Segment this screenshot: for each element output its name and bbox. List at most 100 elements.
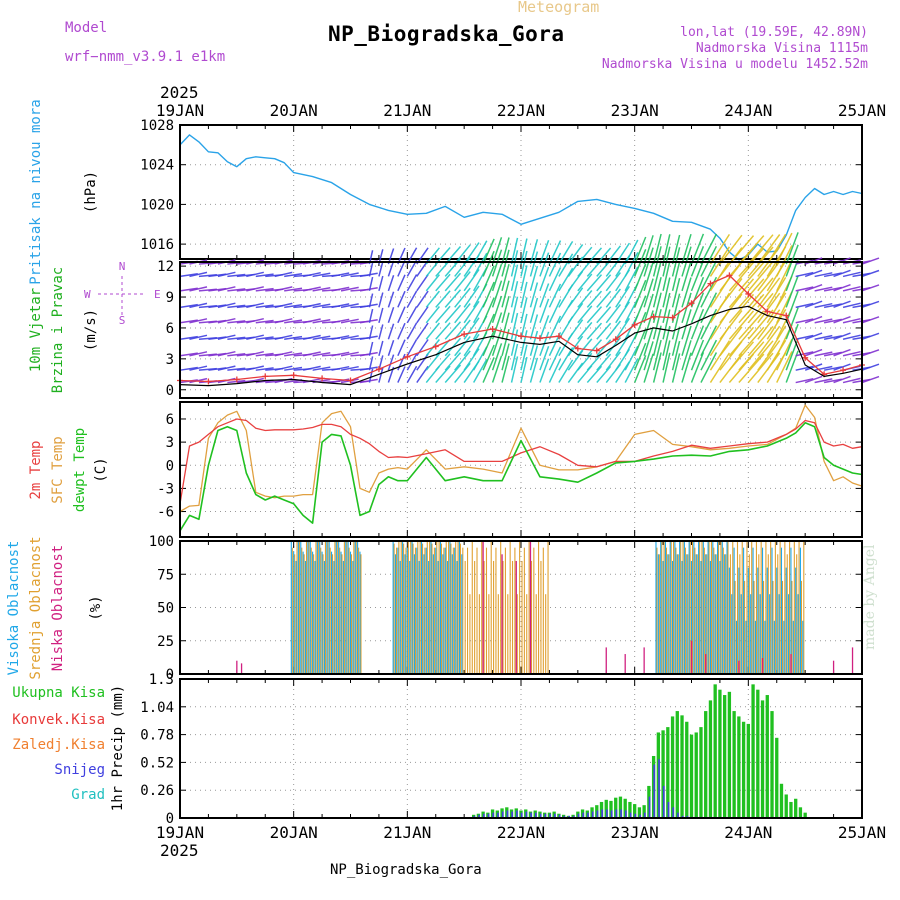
- wind-gust-marker: [262, 373, 269, 380]
- wind-barb: [501, 249, 510, 277]
- precip-legend-1: Konvek.Kisa: [12, 712, 105, 728]
- wind-barb: [539, 239, 550, 265]
- wind-barb: [833, 257, 851, 265]
- wind-barb: [179, 366, 198, 371]
- temp-unit-label: (C): [93, 457, 109, 482]
- wind-barb: [189, 351, 208, 357]
- precip-snow-bar: [601, 809, 604, 818]
- wind-barb: [785, 275, 799, 308]
- precip-snow-bar: [563, 815, 566, 818]
- wind-barb: [274, 334, 293, 341]
- wind-barb: [510, 264, 519, 292]
- precip-total-bar: [756, 689, 760, 818]
- wind-barb: [776, 259, 793, 292]
- precip-total-bar: [694, 732, 698, 818]
- wind-barb: [463, 242, 480, 265]
- wind-barb: [284, 303, 303, 309]
- precip-total-bar: [642, 805, 646, 818]
- wind-barb: [340, 272, 359, 278]
- precip-total-bar: [609, 800, 613, 818]
- wind-barb: [652, 325, 662, 356]
- wind-barb: [833, 375, 851, 384]
- wind-barb: [425, 274, 440, 292]
- wind-barb: [719, 310, 743, 340]
- precip-snow-bar: [648, 796, 651, 818]
- wind-barb: [529, 314, 539, 340]
- wind-barb: [757, 292, 781, 324]
- wind-barb: [359, 378, 378, 384]
- wind-barb: [378, 292, 384, 308]
- wind-barb: [302, 318, 321, 324]
- wind-barb: [776, 338, 793, 371]
- wind-barb: [274, 271, 293, 278]
- precip-snow-bar: [492, 812, 495, 818]
- precip-total-bar: [666, 727, 670, 818]
- precip-total-bar: [741, 721, 746, 818]
- wind-barb: [738, 353, 765, 384]
- y-tick-label: 0: [166, 811, 174, 827]
- wind-barb: [255, 352, 274, 357]
- wind-barb: [406, 365, 418, 383]
- wind-barb: [795, 302, 814, 309]
- wind-barb: [633, 295, 647, 324]
- wind-barb: [179, 352, 198, 357]
- wind-gust-marker: [489, 325, 496, 332]
- wind-barb: [861, 332, 880, 340]
- wind-barb: [416, 322, 429, 340]
- sfc-temp-line: [179, 404, 863, 513]
- wind-barb: [662, 260, 671, 292]
- wind-barb: [491, 355, 503, 383]
- wind-barb: [246, 302, 264, 309]
- wind-gust-marker: [518, 333, 524, 340]
- y-tick-label: 1.04: [140, 700, 174, 716]
- wind-barb: [643, 310, 654, 340]
- precip-total-bar: [704, 711, 708, 818]
- wind-barb: [776, 232, 793, 265]
- wind-barb: [406, 306, 418, 324]
- wind-barb: [510, 250, 519, 277]
- y-tick-label: 0: [166, 383, 174, 399]
- y-tick-label: 0.26: [140, 783, 174, 799]
- wind-barb: [681, 325, 692, 356]
- compass-north: N: [119, 260, 126, 273]
- wind-barb: [738, 293, 765, 324]
- wind-barb: [227, 367, 246, 371]
- wind-barb: [416, 365, 429, 383]
- wind-barb: [605, 304, 621, 324]
- wind-barb: [643, 326, 654, 356]
- wind-barb: [340, 303, 359, 309]
- wind-barb: [671, 278, 681, 308]
- precip-snow-bar: [610, 810, 613, 818]
- wind-barb: [482, 238, 495, 265]
- y-tick-label: 0.78: [140, 728, 174, 744]
- wind-barb: [368, 262, 374, 277]
- wind-barb: [501, 312, 510, 340]
- wind-barb: [795, 318, 814, 324]
- wind-barb: [586, 365, 603, 384]
- y-tick-label: 0.52: [140, 755, 174, 771]
- wind-barb: [804, 269, 823, 278]
- wind-barb: [444, 272, 462, 292]
- precip-legend-0: Ukupna Kisa: [12, 685, 105, 701]
- y-tick-label: 75: [157, 567, 174, 583]
- wind-barb: [284, 287, 303, 292]
- dewpoint-label: dewpt Temp: [72, 428, 88, 512]
- wind-barb: [510, 237, 519, 265]
- wind-gust-line: [179, 274, 863, 383]
- wind-barb: [340, 318, 359, 324]
- y-tick-label: 9: [166, 290, 174, 306]
- wind-barb: [558, 253, 574, 277]
- wind-barb: [586, 290, 603, 308]
- footer-station-name: NP_Biogradska_Gora: [330, 862, 482, 878]
- wind-barb: [586, 339, 603, 357]
- wind-gust-marker: [319, 375, 326, 382]
- wind-barb: [255, 367, 274, 371]
- wind-gust-marker: [764, 308, 771, 315]
- precip-snow-bar: [544, 813, 547, 818]
- wind-barb: [368, 293, 374, 308]
- precip-total-bar: [760, 700, 765, 818]
- wind-gust-marker: [432, 343, 439, 350]
- wind-barb: [823, 272, 842, 278]
- wind-barb: [189, 318, 208, 324]
- precip-total-bar: [689, 734, 694, 818]
